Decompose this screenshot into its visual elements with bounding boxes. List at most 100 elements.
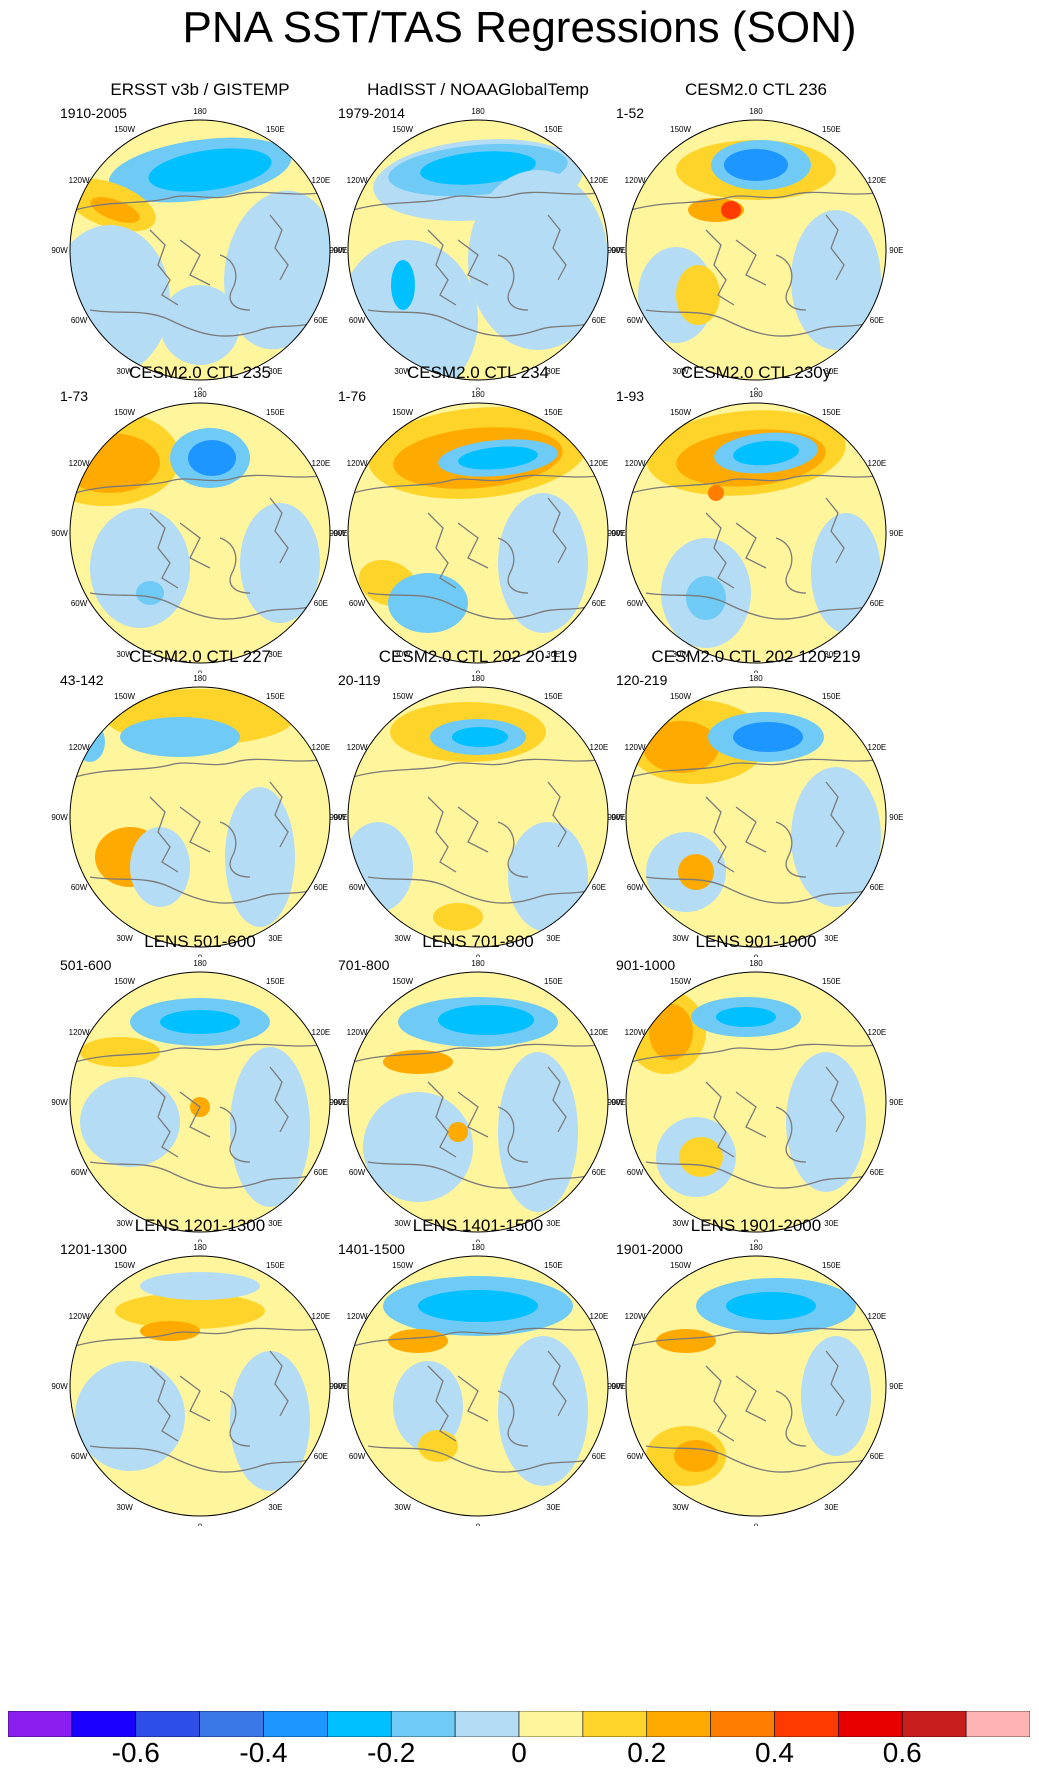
grid-longitude-label: 120W xyxy=(625,459,646,468)
panel-title: LENS 901-1000 xyxy=(695,932,817,951)
panel-title: CESM2.0 CTL 202 20-119 xyxy=(378,647,578,666)
map-panel: LENS 501-600 501-600 180 150E 120E 90E 60E 30E 0… xyxy=(50,932,350,1242)
anomaly-region xyxy=(140,1321,200,1341)
grid-longitude-label: 120E xyxy=(312,176,331,185)
anomaly-region xyxy=(348,822,413,912)
grid-longitude-label: 30W xyxy=(116,1219,133,1228)
grid-longitude-label: 150E xyxy=(822,692,841,701)
grid-longitude-label: 60E xyxy=(870,316,884,325)
grid-longitude-label: 30E xyxy=(824,367,838,376)
map-boundary xyxy=(347,971,609,1233)
colorbar-tick-label: -0.6 xyxy=(111,1737,160,1768)
anomaly-region xyxy=(726,1292,816,1320)
grid-longitude-label: 60E xyxy=(870,1452,884,1461)
grid-longitude-label: 90E xyxy=(889,1098,903,1107)
anomaly-region xyxy=(448,1122,468,1142)
grid-longitude-label: 30W xyxy=(394,934,411,943)
anomaly-region xyxy=(70,225,170,375)
grid-longitude-label: 60E xyxy=(870,599,884,608)
coastlines xyxy=(74,758,329,904)
map-boundary xyxy=(347,686,609,948)
anomaly-region xyxy=(452,727,508,747)
anomaly-region xyxy=(224,190,330,350)
polar-map: 180 150E 120E 90E 60E 30E 0 30W 60W 90W 120W 150W xyxy=(329,674,625,957)
colorbar-swatch xyxy=(838,1711,903,1737)
coastlines xyxy=(74,474,329,620)
grid-longitude-label: 30E xyxy=(268,934,282,943)
grid-longitude-label: 150E xyxy=(822,408,841,417)
colorbar-tick-label: 0.4 xyxy=(755,1737,794,1768)
colorbar-swatch xyxy=(965,1711,1030,1737)
grid-longitude-label: 0 xyxy=(754,953,759,957)
grid-longitude-label: 150E xyxy=(822,1261,841,1270)
grid-longitude-label: 90W xyxy=(329,1098,346,1107)
anomaly-region xyxy=(708,485,724,501)
anomaly-region xyxy=(498,1336,588,1486)
grid-longitude-label: 90W xyxy=(329,813,346,822)
grid-longitude-label: 30E xyxy=(268,1503,282,1512)
map-boundary xyxy=(625,119,887,381)
grid-longitude-label: 150W xyxy=(670,408,691,417)
colorbar-swatch xyxy=(774,1711,839,1737)
anomaly-region xyxy=(136,581,164,605)
polar-map: 180 150E 120E 90E 60E 30E 0 30W 60W 90W 120W 150W xyxy=(329,390,625,673)
anomaly-region xyxy=(363,1092,473,1202)
map-panel: LENS 1901-2000 1901-2000 180 150E 120E 90E 60E… xyxy=(606,1216,906,1526)
polar-map: 180 150E 120E 90E 60E 30E 0 30W 60W 90W 120W 150W xyxy=(607,674,903,957)
grid-longitude-label: 90W xyxy=(607,1382,624,1391)
grid-longitude-label: 90W xyxy=(607,813,624,822)
grid-longitude-label: 180 xyxy=(193,1243,207,1252)
grid-longitude-label: 60W xyxy=(71,316,88,325)
anomaly-region xyxy=(393,1361,463,1451)
panel-period-label: 701-800 xyxy=(338,957,390,973)
map-boundary xyxy=(69,119,331,381)
panel-title: CESM2.0 CTL 230y xyxy=(680,363,832,382)
anomaly-region xyxy=(120,717,240,757)
grid-longitude-label: 60E xyxy=(314,1168,328,1177)
grid-longitude-label: 30E xyxy=(268,1219,282,1228)
page-title: PNA SST/TAS Regressions (SON) xyxy=(182,3,857,52)
grid-longitude-label: 60E xyxy=(314,599,328,608)
coastlines xyxy=(74,1043,329,1189)
grid-longitude-label: 90W xyxy=(607,246,624,255)
map-boundary xyxy=(69,971,331,1233)
anomaly-region xyxy=(678,854,714,890)
grid-longitude-label: 150E xyxy=(266,125,285,134)
map-panel: LENS 1201-1300 1201-1300 180 150E 120E 90E 60E… xyxy=(50,1216,350,1526)
grid-longitude-label: 60E xyxy=(592,599,606,608)
panel-title: CESM2.0 CTL 227 xyxy=(128,647,272,666)
grid-longitude-label: 150E xyxy=(822,977,841,986)
panel-period-label: 501-600 xyxy=(60,957,112,973)
anomaly-region xyxy=(418,1430,458,1462)
anomaly-region xyxy=(721,201,741,219)
polar-map: 180 150E 120E 90E 60E 30E 0 30W 60W 90W 120W 150W xyxy=(607,959,903,1242)
grid-longitude-label: 30E xyxy=(824,650,838,659)
grid-longitude-label: 90E xyxy=(333,246,347,255)
panel-period-label: 1401-1500 xyxy=(338,1241,405,1257)
anomaly-region xyxy=(786,1052,866,1192)
coastlines xyxy=(630,758,885,904)
grid-longitude-label: 0 xyxy=(476,386,481,390)
polar-map: 180 150E 120E 90E 60E 30E 0 30W 60W 90W 120W 150W xyxy=(51,107,347,390)
anomaly-region xyxy=(391,260,415,310)
grid-longitude-label: 120W xyxy=(625,1312,646,1321)
panel-period-label: 1201-1300 xyxy=(60,1241,127,1257)
grid-longitude-label: 60E xyxy=(314,883,328,892)
grid-longitude-label: 90E xyxy=(611,813,625,822)
grid-longitude-label: 30W xyxy=(116,650,133,659)
panel-title: HadISST / NOAAGlobalTemp xyxy=(367,80,589,99)
grid-longitude-label: 60E xyxy=(592,1452,606,1461)
polar-map: 180 150E 120E 90E 60E 30E 0 30W 60W 90W 120W 150W xyxy=(329,1243,625,1526)
anomaly-region xyxy=(115,1293,265,1329)
coastlines xyxy=(352,191,607,337)
map-boundary xyxy=(347,1255,609,1517)
colorbar-swatch xyxy=(199,1711,264,1737)
grid-longitude-label: 120E xyxy=(312,459,331,468)
anomaly-region xyxy=(468,170,608,350)
grid-longitude-label: 90E xyxy=(889,813,903,822)
map-panel: CESM2.0 CTL 230y 1-93 180 150E 120E 90E 60E 30E… xyxy=(606,363,906,673)
grid-longitude-label: 30W xyxy=(394,367,411,376)
grid-longitude-label: 30E xyxy=(546,367,560,376)
map-panel: CESM2.0 CTL 202 120-219 120-219 180 150E 120… xyxy=(606,647,906,957)
map-boundary xyxy=(625,971,887,1233)
